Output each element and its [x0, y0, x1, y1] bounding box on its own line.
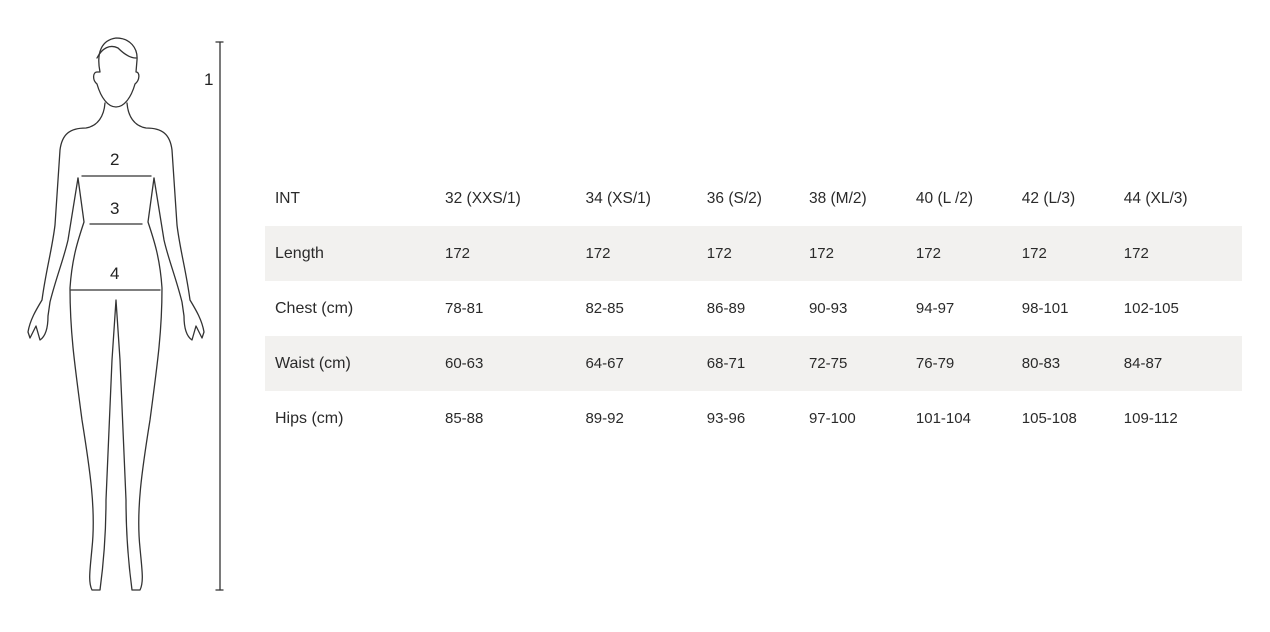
header-cell: 32 (XXS/1): [445, 189, 521, 207]
table-cell: 98-101: [1021, 300, 1069, 317]
table-cell: 85-88: [445, 410, 484, 427]
table-cell: 172: [808, 226, 916, 281]
row-label: Length: [265, 226, 445, 281]
table-cell: 172: [706, 226, 809, 281]
table-cell: 80-83: [1021, 336, 1124, 391]
table-cell: 101-104: [915, 410, 971, 427]
table-cell: 89-92: [585, 410, 624, 427]
row-label: Chest (cm): [275, 299, 354, 317]
header-cell: 42 (L/3): [1021, 189, 1076, 207]
table-row-hips: Hips (cm) 85-88 89-92 93-96 97-100 101-1…: [265, 391, 1242, 446]
body-outline: [27, 37, 205, 591]
chest-marker-label: 2: [110, 150, 120, 169]
header-cell: 34 (XS/1): [585, 189, 651, 207]
table-row-chest: Chest (cm) 78-81 82-85 86-89 90-93 94-97…: [265, 281, 1242, 336]
table-cell: 93-96: [706, 410, 746, 427]
table-cell: 109-112: [1123, 410, 1178, 427]
header-cell: INT: [275, 189, 300, 207]
table-cell: 78-81: [445, 300, 484, 317]
header-cell: 44 (XL/3): [1123, 189, 1188, 207]
table-cell: 97-100: [808, 410, 856, 427]
waist-marker-label: 3: [110, 199, 120, 218]
header-cell: 36 (S/2): [706, 189, 762, 207]
header-cell: 38 (M/2): [808, 189, 867, 207]
table-cell: 68-71: [706, 336, 809, 391]
table-cell: 105-108: [1021, 410, 1077, 427]
table-cell: 86-89: [706, 300, 746, 317]
table-cell: 82-85: [585, 300, 624, 317]
height-measure-line: [215, 41, 224, 591]
table-cell: 72-75: [808, 336, 916, 391]
hips-marker-label: 4: [110, 264, 120, 283]
size-chart-table: INT 32 (XXS/1) 34 (XS/1) 36 (S/2) 38 (M/…: [265, 171, 1242, 446]
table-cell: 172: [1123, 226, 1242, 281]
row-label: Hips (cm): [275, 409, 344, 427]
table-cell: 172: [445, 226, 586, 281]
table-cell: 76-79: [915, 336, 1022, 391]
table-cell: 172: [585, 226, 707, 281]
table-cell: 84-87: [1123, 336, 1242, 391]
table-row-waist: Waist (cm) 60-63 64-67 68-71 72-75 76-79…: [265, 336, 1242, 391]
table-cell: 172: [915, 226, 1022, 281]
table-cell: 90-93: [808, 300, 848, 317]
table-cell: 60-63: [445, 336, 586, 391]
table-cell: 102-105: [1123, 300, 1179, 317]
table-row-length: Length 172 172 172 172 172 172 172: [265, 226, 1242, 281]
body-measurement-figure: [27, 37, 224, 591]
table-cell: 172: [1021, 226, 1124, 281]
length-marker-label: 1: [204, 70, 214, 89]
row-label: Waist (cm): [265, 336, 445, 391]
header-cell: 40 (L /2): [915, 189, 974, 207]
table-cell: 94-97: [915, 300, 955, 317]
table-header-row: INT 32 (XXS/1) 34 (XS/1) 36 (S/2) 38 (M/…: [265, 171, 1242, 226]
table-cell: 64-67: [585, 336, 707, 391]
